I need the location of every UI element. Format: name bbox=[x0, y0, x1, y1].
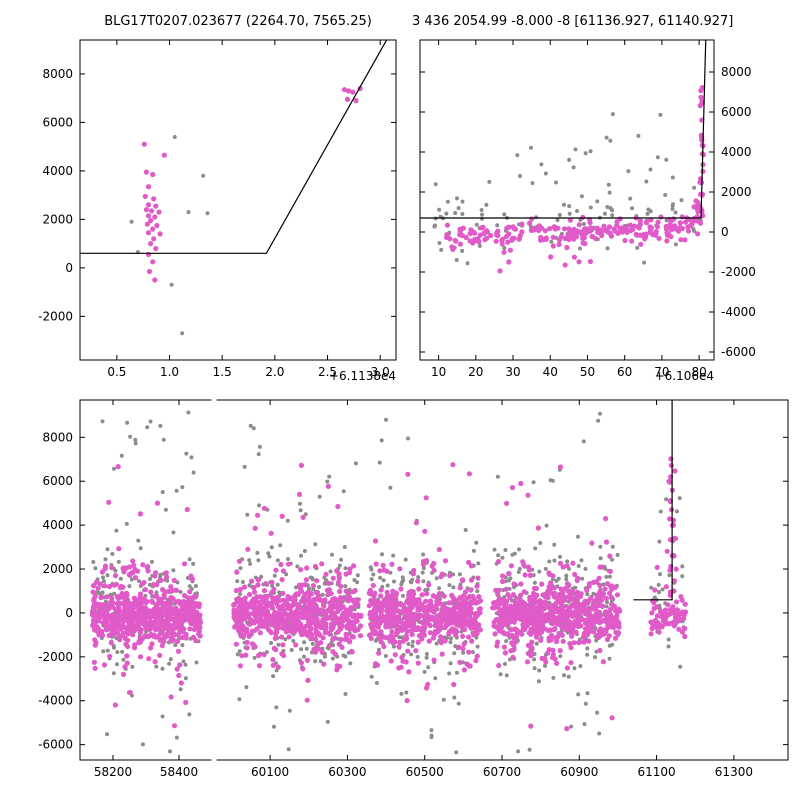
x-tick-label: 40 bbox=[543, 365, 558, 379]
axes-frame bbox=[79, 399, 789, 761]
x-tick-label: 60 bbox=[617, 365, 632, 379]
y-tick-label: 2000 bbox=[42, 562, 73, 576]
x-tick-label: 1.5 bbox=[213, 365, 232, 379]
x-tick-label: 0.5 bbox=[107, 365, 126, 379]
axes-frame bbox=[419, 39, 715, 361]
y-tick-label: -2000 bbox=[38, 650, 73, 664]
y-tick-label: -6000 bbox=[721, 345, 756, 359]
y-tick-label: 2000 bbox=[42, 212, 73, 226]
x-tick-label: 60500 bbox=[406, 765, 444, 779]
y-tick-label: -2000 bbox=[38, 309, 73, 323]
subplot-full-lightcurve: 58200 58400 60100 60300 60500 60700 60900 61100… bbox=[38, 399, 789, 779]
scatter-points bbox=[89, 410, 689, 755]
x-tick-label: 10 bbox=[431, 365, 446, 379]
subplot-title-right: 3 436 2054.99 -8.000 -8 [61136.927, 6114… bbox=[412, 14, 734, 29]
x-tick-label: 1.0 bbox=[160, 365, 179, 379]
scatter-points bbox=[129, 85, 363, 336]
model-line bbox=[633, 400, 673, 601]
x-tick-label: 30 bbox=[505, 365, 520, 379]
y-tick-label: 0 bbox=[65, 606, 73, 620]
y-tick-label: 8000 bbox=[42, 430, 73, 444]
y-tick-label: -4000 bbox=[721, 305, 756, 319]
x-tick-label: 3.0 bbox=[371, 365, 390, 379]
axis-break bbox=[211, 759, 217, 761]
subplot-season-zoom: 10 20 30 40 50 60 70 80 -6000 -4000 -2000 0 2000 4000… bbox=[419, 39, 756, 383]
x-tick-label: 60900 bbox=[560, 765, 598, 779]
y-tick-label: -2000 bbox=[721, 265, 756, 279]
x-tick-label: 60100 bbox=[251, 765, 289, 779]
x-tick-label: 60300 bbox=[328, 765, 366, 779]
model-line bbox=[420, 40, 707, 219]
x-offset-label: +6.1138e4 bbox=[329, 369, 396, 383]
x-tick-label: 58400 bbox=[160, 765, 198, 779]
y-tick-label: 4000 bbox=[721, 145, 752, 159]
y-tick-label: 4000 bbox=[42, 518, 73, 532]
scatter-points bbox=[432, 85, 707, 274]
ticks bbox=[80, 40, 396, 360]
y-tick-label: 0 bbox=[65, 261, 73, 275]
x-tick-label: 80 bbox=[691, 365, 706, 379]
ticks bbox=[420, 40, 714, 360]
ticks bbox=[80, 400, 788, 760]
y-tick-label: 4000 bbox=[42, 164, 73, 178]
x-offset-label: +6.106e4 bbox=[655, 369, 714, 383]
y-tick-label: -4000 bbox=[38, 694, 73, 708]
y-tick-label: 0 bbox=[721, 225, 729, 239]
x-tick-label: 60700 bbox=[483, 765, 521, 779]
tick-labels: 10 20 30 40 50 60 70 80 -6000 -4000 -2000 0 2000 4000… bbox=[431, 65, 756, 383]
y-tick-label: 8000 bbox=[721, 65, 752, 79]
x-tick-label: 61300 bbox=[715, 765, 753, 779]
x-tick-label: 2.0 bbox=[265, 365, 284, 379]
y-tick-label: 8000 bbox=[42, 67, 73, 81]
tick-labels: 0.5 1.0 1.5 2.0 2.5 3.0 -2000 0 2000 4000 6000 8000… bbox=[38, 67, 396, 383]
subplot-event-zoom: 0.5 1.0 1.5 2.0 2.5 3.0 -2000 0 2000 4000 6000 8000… bbox=[38, 39, 397, 383]
subplot-title-left: BLG17T0207.023677 (2264.70, 7565.25) bbox=[104, 14, 372, 29]
axis-break bbox=[211, 399, 217, 401]
tick-labels: 58200 58400 60100 60300 60500 60700 60900 61100… bbox=[38, 430, 753, 778]
y-tick-label: 2000 bbox=[721, 185, 752, 199]
y-tick-label: 6000 bbox=[721, 105, 752, 119]
x-tick-label: 20 bbox=[468, 365, 483, 379]
x-tick-label: 2.5 bbox=[318, 365, 337, 379]
x-tick-label: 61100 bbox=[638, 765, 676, 779]
axes-frame bbox=[79, 39, 397, 361]
y-tick-label: 6000 bbox=[42, 115, 73, 129]
y-tick-label: 6000 bbox=[42, 474, 73, 488]
model-line bbox=[80, 40, 388, 254]
y-tick-label: -6000 bbox=[38, 738, 73, 752]
x-tick-label: 50 bbox=[580, 365, 595, 379]
x-tick-label: 70 bbox=[654, 365, 669, 379]
x-tick-label: 58200 bbox=[94, 765, 132, 779]
